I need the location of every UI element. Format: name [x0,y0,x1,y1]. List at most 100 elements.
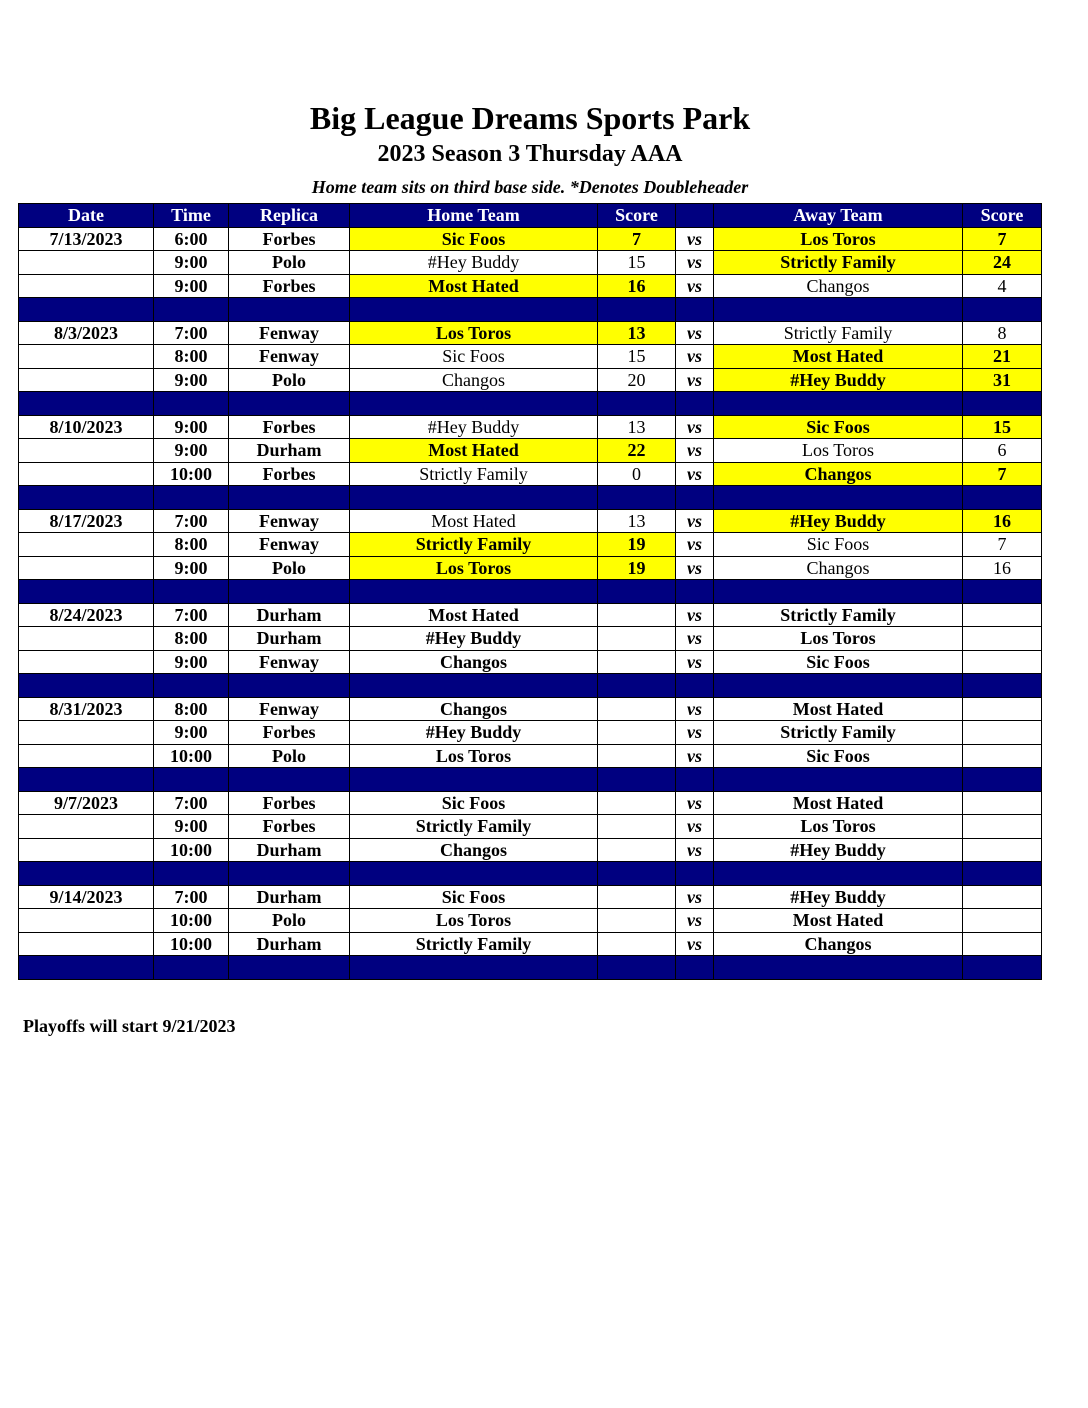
away-score [962,626,1042,651]
game-time: 9:00 [153,555,229,580]
game-row: 8:00 Fenway Sic Foos 15 vs Most Hated 21 [18,344,1042,369]
game-field: Polo [228,367,350,392]
separator-cell [962,485,1042,510]
separator-cell [228,485,350,510]
away-score [962,884,1042,909]
week-separator [18,485,1042,510]
away-score: 6 [962,438,1042,463]
game-field: Polo [228,908,350,933]
away-team: Changos [713,931,963,956]
game-date [18,908,154,933]
game-field: Fenway [228,532,350,557]
col-home-team: Home Team [349,203,598,228]
separator-cell [675,767,714,792]
separator-cell [349,955,598,980]
game-date: 8/31/2023 [18,696,154,721]
separator-cell [962,673,1042,698]
separator-cell [349,391,598,416]
home-score [597,884,676,909]
game-field: Forbes [228,226,350,251]
away-team: #Hey Buddy [713,837,963,862]
home-score: 13 [597,320,676,345]
game-time: 10:00 [153,837,229,862]
separator-cell [713,391,963,416]
game-row: 8:00 Fenway Strictly Family 19 vs Sic Foos 7 [18,532,1042,557]
week-separator [18,391,1042,416]
away-team: Strictly Family [713,602,963,627]
vs-label: vs [675,367,714,392]
game-date [18,438,154,463]
page-title: Big League Dreams Sports Park [309,100,751,136]
separator-cell [962,297,1042,322]
separator-cell [18,391,154,416]
game-time: 7:00 [153,884,229,909]
separator-cell [597,391,676,416]
playoffs-note: Playoffs will start 9/21/2023 [23,1016,236,1036]
game-field: Durham [228,602,350,627]
away-team: Most Hated [713,908,963,933]
home-score: 0 [597,461,676,486]
game-time: 10:00 [153,743,229,768]
separator-cell [597,297,676,322]
separator-cell [228,861,350,886]
game-time: 9:00 [153,273,229,298]
week-separator [18,297,1042,322]
home-score: 15 [597,250,676,275]
home-score: 13 [597,508,676,533]
away-team: Most Hated [713,696,963,721]
away-score [962,743,1042,768]
week-separator [18,955,1042,980]
home-team: Changos [349,837,598,862]
separator-cell [228,579,350,604]
home-team: #Hey Buddy [349,250,598,275]
separator-cell [228,955,350,980]
home-team: Sic Foos [349,344,598,369]
separator-cell [153,297,229,322]
separator-cell [228,767,350,792]
game-field: Fenway [228,320,350,345]
away-team: #Hey Buddy [713,884,963,909]
vs-label: vs [675,908,714,933]
page-subtitle: 2023 Season 3 Thursday AAA [377,141,683,167]
game-time: 8:00 [153,626,229,651]
game-row: 8/24/2023 7:00 Durham Most Hated vs Strictly … [18,602,1042,627]
game-date [18,720,154,745]
vs-label: vs [675,790,714,815]
home-score: 19 [597,532,676,557]
game-row: 9/14/2023 7:00 Durham Sic Foos vs #Hey Buddy [18,884,1042,909]
vs-label: vs [675,250,714,275]
game-date [18,532,154,557]
away-team: Sic Foos [713,649,963,674]
vs-label: vs [675,602,714,627]
home-score: 19 [597,555,676,580]
home-score: 22 [597,438,676,463]
game-time: 9:00 [153,438,229,463]
away-team: Changos [713,555,963,580]
vs-label: vs [675,320,714,345]
schedule-table: Date Time Replica Home Team Score Away T… [18,203,1042,980]
schedule-body: 7/13/2023 6:00 Forbes Sic Foos 7 vs Los Toros 7… [18,226,1042,980]
away-team: Changos [713,461,963,486]
week-separator [18,861,1042,886]
separator-cell [153,955,229,980]
away-score: 4 [962,273,1042,298]
away-score: 16 [962,555,1042,580]
vs-label: vs [675,814,714,839]
game-time: 7:00 [153,790,229,815]
game-row: 9:00 Polo Los Toros 19 vs Changos 16 [18,555,1042,580]
separator-cell [18,767,154,792]
separator-cell [675,391,714,416]
game-row: 9:00 Forbes #Hey Buddy vs Strictly Family [18,720,1042,745]
separator-cell [228,673,350,698]
game-date [18,743,154,768]
away-team: Los Toros [713,226,963,251]
game-date [18,367,154,392]
away-score [962,908,1042,933]
separator-cell [962,579,1042,604]
away-score [962,602,1042,627]
separator-cell [18,861,154,886]
away-score [962,837,1042,862]
separator-cell [675,861,714,886]
game-field: Forbes [228,461,350,486]
game-date [18,931,154,956]
